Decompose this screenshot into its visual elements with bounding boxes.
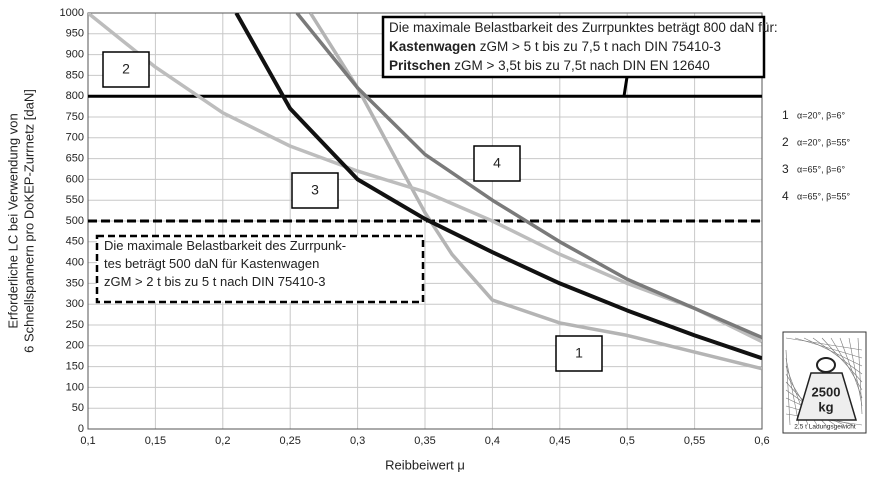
x-tick-label: 0,2 xyxy=(215,435,230,447)
annotation-text: tes beträgt 500 daN für Kastenwagen xyxy=(104,256,319,271)
x-tick-label: 0,45 xyxy=(549,435,570,447)
y-tick-label: 150 xyxy=(66,361,84,373)
curve-label-box xyxy=(473,145,521,182)
legend-label: α=65°, β=6° xyxy=(797,164,846,174)
icon-net xyxy=(803,337,863,367)
y-tick-label: 700 xyxy=(66,132,84,144)
icon-caption: 2,5 t Ladungsgewicht xyxy=(794,424,856,431)
x-tick-label: 0,6 xyxy=(754,435,769,447)
icon-net xyxy=(785,357,800,426)
legend-label: α=20°, β=6° xyxy=(797,110,846,120)
annotation-text: zGM > 2 t bis zu 5 t nach DIN 75410-3 xyxy=(104,274,325,289)
annotation-text: Kastenwagen zGM > 5 t bis zu 7,5 t nach … xyxy=(389,39,721,54)
y-tick-label: 600 xyxy=(66,173,84,185)
y-tick-label: 800 xyxy=(66,90,84,102)
icon-weight-value: 2500 xyxy=(812,384,841,399)
icon-net xyxy=(812,337,863,375)
annotation-line: Die maximale Belastbarkeit des Zurrpunk- xyxy=(104,238,346,253)
x-tick-label: 0,4 xyxy=(485,435,500,447)
annotation-text: Die maximale Belastbarkeit des Zurrpunk- xyxy=(104,238,346,253)
y-tick-label: 850 xyxy=(66,69,84,81)
x-axis-title: Reibbeiwert μ xyxy=(385,457,465,472)
curve-label-box xyxy=(291,172,339,209)
icon-handle xyxy=(816,357,836,373)
legend-number: 1 xyxy=(782,108,789,122)
y-tick-label: 0 xyxy=(78,423,84,435)
annotation-text: Die maximale Belastbarkeit des Zurrpunkt… xyxy=(389,20,778,35)
annotation-line: tes beträgt 500 daN für Kastenwagen xyxy=(104,256,319,271)
y-tick-label: 750 xyxy=(66,111,84,123)
annotation-line: zGM > 3,5t bis zu 7,5t nach DIN EN 12640 xyxy=(451,58,710,73)
annotation-bold: Kastenwagen xyxy=(389,39,476,54)
icon-net xyxy=(794,337,863,359)
curve-label: 1 xyxy=(575,345,583,361)
y-tick-label: 400 xyxy=(66,257,84,269)
annotation-pointer xyxy=(622,76,629,97)
annotation-line: zGM > 2 t bis zu 5 t nach DIN 75410-3 xyxy=(104,274,325,289)
y-tick-label: 500 xyxy=(66,215,84,227)
curve-label-box xyxy=(555,335,603,372)
x-tick-label: 0,15 xyxy=(145,435,166,447)
annotation-bold: Pritschen xyxy=(389,58,451,73)
y-tick-label: 100 xyxy=(66,381,84,393)
icon-net xyxy=(785,337,863,351)
legend-label: α=65°, β=55° xyxy=(797,191,851,201)
legend-number: 3 xyxy=(782,162,789,176)
x-tick-label: 0,5 xyxy=(620,435,635,447)
legend-number: 2 xyxy=(782,135,789,149)
series-line xyxy=(234,13,762,361)
curve-label-box xyxy=(102,51,150,88)
curve-label: 2 xyxy=(122,61,130,77)
annotation-box xyxy=(95,234,425,304)
icon-net xyxy=(830,337,863,391)
y-tick-label: 950 xyxy=(66,28,84,40)
legend-number: 4 xyxy=(782,189,789,203)
icon-net xyxy=(857,337,863,415)
icon-weight-unit: kg xyxy=(818,399,833,414)
annotation-box xyxy=(381,15,766,79)
x-tick-label: 0,1 xyxy=(80,435,95,447)
annotation-line: zGM > 5 t bis zu 7,5 t nach DIN 75410-3 xyxy=(476,39,721,54)
x-tick-label: 0,35 xyxy=(414,435,435,447)
legend-label: α=20°, β=55° xyxy=(797,137,851,147)
y-tick-label: 350 xyxy=(66,277,84,289)
y-tick-label: 250 xyxy=(66,319,84,331)
icon-net xyxy=(821,337,863,383)
y-tick-label: 550 xyxy=(66,194,84,206)
series-line xyxy=(295,13,762,340)
series-line xyxy=(308,13,762,371)
y-tick-label: 450 xyxy=(66,236,84,248)
curve-label: 3 xyxy=(311,182,319,198)
annotation-text: Pritschen zGM > 3,5t bis zu 7,5t nach DI… xyxy=(389,58,710,73)
icon-net xyxy=(848,337,863,407)
icon-weight xyxy=(795,372,858,421)
y-tick-label: 200 xyxy=(66,340,84,352)
x-tick-label: 0,25 xyxy=(279,435,300,447)
x-tick-label: 0,55 xyxy=(684,435,705,447)
curve-label: 4 xyxy=(493,155,501,171)
y-tick-label: 50 xyxy=(72,402,84,414)
y-tick-label: 900 xyxy=(66,49,84,61)
y-axis-title: 6 Schnellspannern pro DoKEP-Zurrnetz [da… xyxy=(21,89,36,353)
y-tick-label: 300 xyxy=(66,298,84,310)
y-tick-label: 1000 xyxy=(60,7,84,19)
annotation-line: Die maximale Belastbarkeit des Zurrpunkt… xyxy=(389,20,778,35)
y-axis-title: Erforderliche LC bei Verwendung von xyxy=(5,113,20,328)
x-tick-label: 0,3 xyxy=(350,435,365,447)
series-line xyxy=(88,13,762,344)
y-tick-label: 650 xyxy=(66,153,84,165)
